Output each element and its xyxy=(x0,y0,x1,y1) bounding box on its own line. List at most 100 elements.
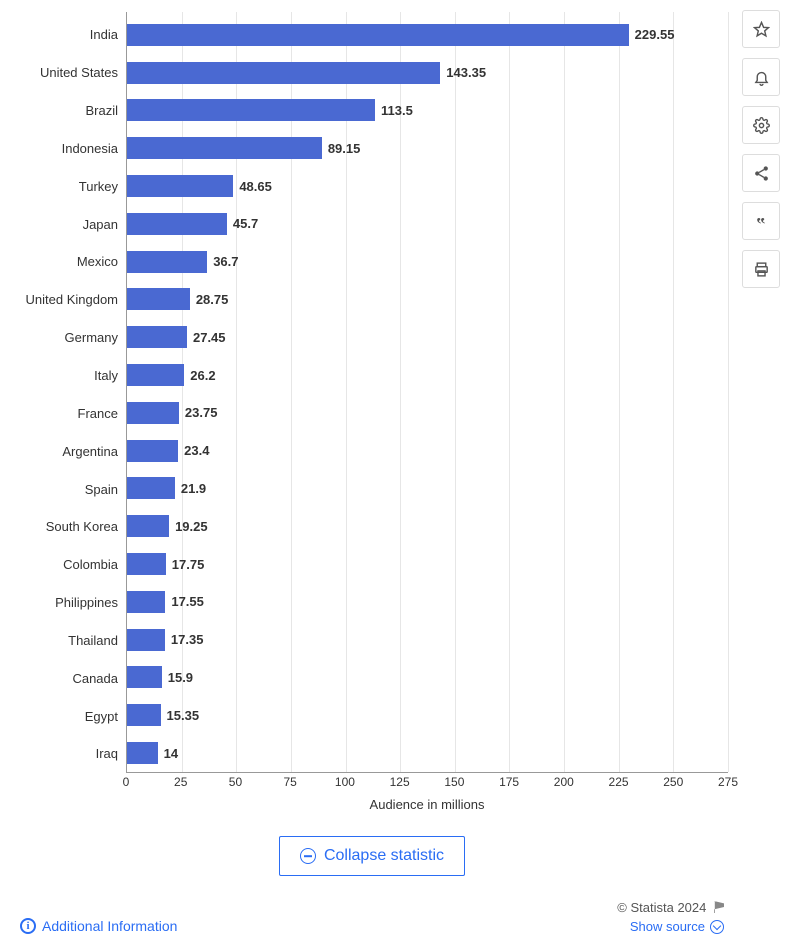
bar-row: 229.55 xyxy=(127,16,728,54)
category-label: Italy xyxy=(16,357,126,395)
category-label: United States xyxy=(16,54,126,92)
category-label: Canada xyxy=(16,659,126,697)
bar[interactable] xyxy=(127,326,187,348)
bar-row: 15.35 xyxy=(127,696,728,734)
bar[interactable] xyxy=(127,553,166,575)
print-icon xyxy=(753,261,770,278)
bar-row: 17.35 xyxy=(127,621,728,659)
x-tick-label: 275 xyxy=(718,775,738,789)
category-label: United Kingdom xyxy=(16,281,126,319)
category-label: Argentina xyxy=(16,432,126,470)
x-tick-label: 0 xyxy=(123,775,130,789)
settings-button[interactable] xyxy=(742,106,780,144)
copyright-text: © Statista 2024 xyxy=(617,900,724,915)
bar-row: 17.55 xyxy=(127,583,728,621)
x-tick-label: 50 xyxy=(229,775,242,789)
quote-icon: ‟ xyxy=(757,209,766,233)
bar-value: 15.9 xyxy=(168,670,193,685)
bar[interactable] xyxy=(127,591,165,613)
bar-row: 14 xyxy=(127,734,728,772)
x-tick-label: 175 xyxy=(499,775,519,789)
flag-icon xyxy=(714,901,724,913)
bell-button[interactable] xyxy=(742,58,780,96)
category-label: Spain xyxy=(16,470,126,508)
category-label: Colombia xyxy=(16,546,126,584)
bar[interactable] xyxy=(127,402,179,424)
bar-value: 143.35 xyxy=(446,65,486,80)
bar-row: 89.15 xyxy=(127,129,728,167)
cite-button[interactable]: ‟ xyxy=(742,202,780,240)
collapse-icon xyxy=(300,848,316,864)
star-button[interactable] xyxy=(742,10,780,48)
x-tick-label: 200 xyxy=(554,775,574,789)
bar-row: 45.7 xyxy=(127,205,728,243)
bar-row: 26.2 xyxy=(127,356,728,394)
bar-chart: IndiaUnited StatesBrazilIndonesiaTurkeyJ… xyxy=(16,12,728,773)
additional-info-label: Additional Information xyxy=(42,918,177,934)
show-source-link[interactable]: Show source xyxy=(630,919,724,934)
x-tick-label: 25 xyxy=(174,775,187,789)
bar[interactable] xyxy=(127,666,162,688)
bar-value: 45.7 xyxy=(233,216,258,231)
bar[interactable] xyxy=(127,99,375,121)
bar-row: 27.45 xyxy=(127,318,728,356)
category-label: Mexico xyxy=(16,243,126,281)
bar-value: 26.2 xyxy=(190,368,215,383)
bar[interactable] xyxy=(127,175,233,197)
bar[interactable] xyxy=(127,742,158,764)
category-label: Egypt xyxy=(16,697,126,735)
bar-value: 19.25 xyxy=(175,519,208,534)
bar[interactable] xyxy=(127,704,161,726)
bar-row: 15.9 xyxy=(127,659,728,697)
bar[interactable] xyxy=(127,251,207,273)
bar-row: 17.75 xyxy=(127,545,728,583)
bell-icon xyxy=(753,69,770,86)
category-label: Philippines xyxy=(16,584,126,622)
bar-value: 27.45 xyxy=(193,330,226,345)
x-axis-title: Audience in millions xyxy=(126,797,728,812)
print-button[interactable] xyxy=(742,250,780,288)
x-tick-label: 100 xyxy=(335,775,355,789)
bar-row: 113.5 xyxy=(127,92,728,130)
bar-value: 23.4 xyxy=(184,443,209,458)
bar[interactable] xyxy=(127,440,178,462)
share-button[interactable] xyxy=(742,154,780,192)
bar[interactable] xyxy=(127,62,440,84)
x-axis: 0255075100125150175200225250275 xyxy=(126,773,728,791)
bar-value: 113.5 xyxy=(381,103,413,118)
show-source-label: Show source xyxy=(630,919,705,934)
bar-value: 17.75 xyxy=(172,557,205,572)
bar-value: 17.35 xyxy=(171,632,204,647)
bar-value: 89.15 xyxy=(328,141,361,156)
bar-value: 36.7 xyxy=(213,254,238,269)
bar[interactable] xyxy=(127,515,169,537)
bar-row: 36.7 xyxy=(127,243,728,281)
bar[interactable] xyxy=(127,364,184,386)
bar-value: 14 xyxy=(164,746,178,761)
category-label: Iraq xyxy=(16,735,126,773)
bar-value: 21.9 xyxy=(181,481,206,496)
bar[interactable] xyxy=(127,288,190,310)
bar[interactable] xyxy=(127,477,175,499)
share-icon xyxy=(753,165,770,182)
category-label: Thailand xyxy=(16,622,126,660)
bar[interactable] xyxy=(127,213,227,235)
bar[interactable] xyxy=(127,629,165,651)
bar-row: 19.25 xyxy=(127,507,728,545)
bar-value: 28.75 xyxy=(196,292,229,307)
x-tick-label: 150 xyxy=(444,775,464,789)
x-tick-label: 75 xyxy=(283,775,296,789)
x-tick-label: 250 xyxy=(663,775,683,789)
bar-row: 143.35 xyxy=(127,54,728,92)
bar[interactable] xyxy=(127,137,322,159)
category-label: South Korea xyxy=(16,508,126,546)
bar-value: 48.65 xyxy=(239,179,272,194)
x-tick-label: 225 xyxy=(609,775,629,789)
category-label: Brazil xyxy=(16,92,126,130)
bar-value: 17.55 xyxy=(171,594,204,609)
star-icon xyxy=(753,21,770,38)
additional-information-link[interactable]: i Additional Information xyxy=(20,918,177,934)
collapse-statistic-button[interactable]: Collapse statistic xyxy=(279,836,465,876)
bar[interactable] xyxy=(127,24,629,46)
bar-row: 48.65 xyxy=(127,167,728,205)
